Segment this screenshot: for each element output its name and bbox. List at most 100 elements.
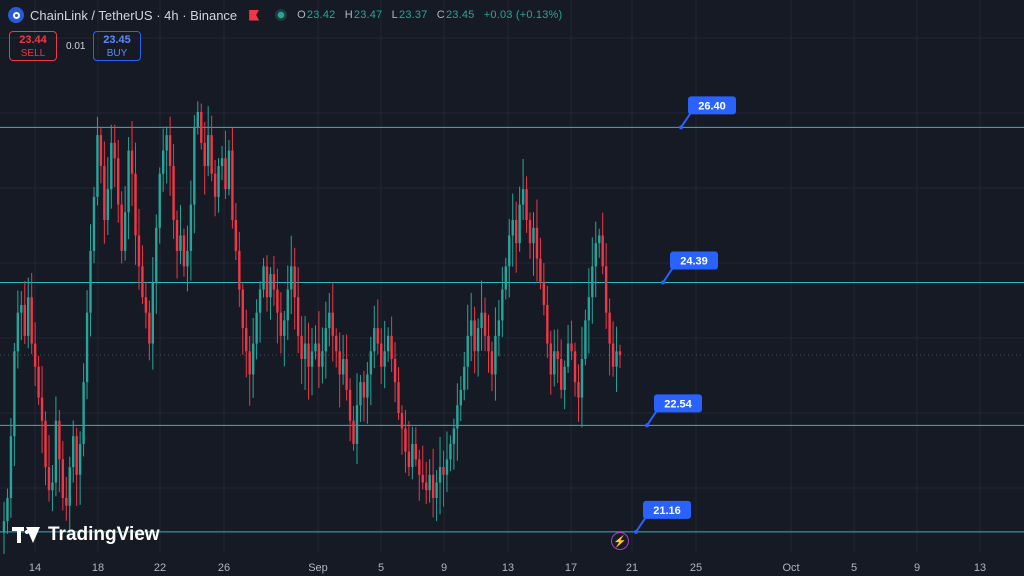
candle-body bbox=[158, 173, 161, 228]
candle-body bbox=[151, 281, 155, 344]
candle-body bbox=[2, 521, 6, 533]
ohlc-values: O23.42 H23.47 L23.37 C23.45 +0.03 (+0.13… bbox=[297, 9, 568, 21]
level-callout-anchor bbox=[634, 529, 638, 534]
candle-body bbox=[144, 297, 148, 313]
candle-body bbox=[421, 474, 424, 483]
candle-body bbox=[535, 227, 539, 259]
candlesticks bbox=[2, 101, 622, 555]
tradingview-logo[interactable]: TradingView bbox=[12, 524, 160, 546]
candle-body bbox=[601, 235, 604, 267]
open-label: O bbox=[297, 9, 306, 21]
candle-body bbox=[425, 482, 428, 491]
candle-body bbox=[37, 366, 40, 398]
candle-body bbox=[82, 382, 85, 444]
candle-body bbox=[508, 235, 511, 267]
candle-body bbox=[290, 266, 293, 290]
candle-body bbox=[213, 173, 217, 197]
candle-body bbox=[466, 335, 469, 367]
candle-body bbox=[276, 289, 279, 313]
candle-body bbox=[92, 196, 96, 251]
candle-body bbox=[553, 351, 556, 375]
candle-body bbox=[383, 351, 386, 367]
candle-body bbox=[258, 289, 262, 313]
candle-body bbox=[123, 212, 127, 251]
candle-body bbox=[328, 312, 331, 329]
candle-body bbox=[234, 220, 238, 251]
candle-body bbox=[27, 297, 30, 336]
candle-body bbox=[549, 343, 552, 375]
candle-body bbox=[54, 420, 58, 483]
x-tick-label: 9 bbox=[914, 562, 920, 574]
level-callout-anchor bbox=[679, 125, 683, 130]
candle-body bbox=[376, 328, 379, 344]
candle-body bbox=[148, 312, 151, 344]
candle-body bbox=[362, 382, 366, 398]
candle-body bbox=[78, 443, 82, 475]
candle-body bbox=[445, 459, 449, 475]
x-tick-label: 5 bbox=[851, 562, 857, 574]
candle-body bbox=[172, 165, 175, 221]
candle-body bbox=[206, 135, 210, 166]
horizontal-levels bbox=[0, 126, 1024, 533]
candle-body bbox=[310, 351, 314, 367]
candle-body bbox=[390, 335, 393, 359]
candle-body bbox=[317, 343, 321, 367]
candle-body bbox=[355, 405, 359, 444]
candle-body bbox=[570, 343, 573, 352]
candle-body bbox=[103, 165, 106, 221]
candle-body bbox=[566, 343, 570, 367]
candle-body bbox=[591, 266, 594, 298]
candle-body bbox=[414, 443, 418, 460]
candle-body bbox=[300, 335, 303, 359]
level-callout-pointer bbox=[646, 409, 658, 426]
candle-body bbox=[587, 297, 591, 321]
candle-body bbox=[352, 420, 355, 444]
sell-button[interactable]: 23.44 SELL bbox=[9, 31, 57, 61]
candle-body bbox=[542, 281, 546, 305]
x-tick-label: 13 bbox=[502, 562, 514, 574]
candle-body bbox=[331, 312, 334, 336]
sell-price: 23.44 bbox=[19, 34, 47, 46]
candle-body bbox=[137, 235, 141, 267]
candle-body bbox=[248, 351, 251, 375]
candle-body bbox=[431, 474, 435, 498]
candle-body bbox=[473, 320, 476, 352]
candle-body bbox=[380, 343, 383, 367]
low-label: L bbox=[391, 9, 398, 21]
candle-body bbox=[369, 351, 373, 375]
level-callout-pointer bbox=[680, 111, 692, 128]
candle-body bbox=[210, 135, 213, 174]
candle-body bbox=[615, 351, 618, 367]
candle-body bbox=[155, 227, 158, 282]
candle-body bbox=[110, 142, 113, 190]
candle-body bbox=[494, 335, 497, 375]
level-callout-pointer bbox=[662, 267, 674, 284]
spread-value: 0.01 bbox=[66, 41, 86, 52]
candle-body bbox=[85, 312, 89, 383]
candle-body bbox=[141, 266, 144, 298]
candle-body bbox=[130, 150, 134, 174]
candle-body bbox=[196, 111, 199, 128]
candle-body bbox=[404, 428, 407, 452]
candle-body bbox=[525, 189, 528, 221]
x-axis: 14 18 22 26 Sep 5 9 13 17 21 25 Oct 5 9 13 bbox=[29, 562, 986, 574]
buy-button[interactable]: 23.45 BUY bbox=[93, 31, 141, 61]
market-status-icon[interactable] bbox=[275, 9, 288, 21]
candle-body bbox=[72, 436, 75, 468]
lightning-icon[interactable]: ⚡ bbox=[611, 532, 629, 550]
candle-body bbox=[407, 451, 411, 468]
symbol-title[interactable]: ChainLink / TetherUS · 4h · Binance bbox=[30, 7, 238, 23]
flag-icon[interactable] bbox=[249, 9, 260, 21]
level-callout-anchor bbox=[645, 423, 649, 428]
candle-body bbox=[514, 220, 518, 244]
candle-body bbox=[303, 343, 307, 359]
candle-body bbox=[348, 389, 352, 421]
candle-body bbox=[539, 258, 542, 282]
candle-body bbox=[16, 312, 20, 352]
candle-body bbox=[182, 235, 186, 267]
candle-body bbox=[117, 158, 120, 205]
open-value: 23.42 bbox=[306, 9, 336, 21]
candle-body bbox=[127, 150, 130, 213]
level-label-box bbox=[643, 500, 691, 519]
